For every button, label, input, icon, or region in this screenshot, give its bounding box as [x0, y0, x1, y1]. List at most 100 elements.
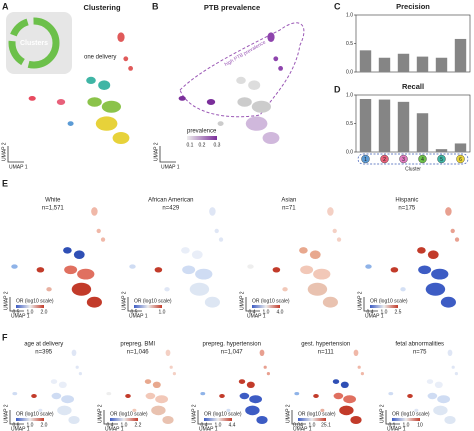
- umap-axes: [7, 146, 24, 163]
- legend-tick: 0.1: [187, 142, 194, 148]
- umap-y-label: UMAP 2: [191, 404, 197, 423]
- y-tick-label: 1.0: [346, 12, 353, 18]
- umap: [178, 32, 283, 144]
- panel-n: n=395: [35, 350, 53, 356]
- panel-title: White: [45, 198, 61, 204]
- y-tick-label: 0.0: [346, 149, 353, 155]
- donut: [8, 17, 60, 69]
- legend-tick: 0.4: [107, 422, 114, 428]
- umap-axes: [363, 297, 378, 312]
- category-marker: [437, 154, 446, 164]
- category-marker: [456, 154, 465, 164]
- legend-tick: 0.5: [13, 309, 20, 315]
- x-tick-label: 2: [383, 157, 386, 163]
- umap-axes: [245, 297, 260, 312]
- category-marker: [361, 154, 370, 164]
- panel-title: fetal abnormalities: [395, 342, 444, 348]
- bar: [359, 50, 372, 72]
- chart-title: Precision: [396, 2, 430, 11]
- legend-tick: 0.3: [214, 142, 221, 148]
- colorbar: [110, 418, 138, 421]
- umap-x-label: UMAP 1: [11, 313, 30, 319]
- y-tick-label: 1.0: [346, 92, 353, 98]
- umap-axes: [197, 410, 212, 425]
- colorbar: [16, 305, 44, 308]
- x-tick-label: 5: [440, 157, 443, 163]
- legend-tick: 4.4: [229, 422, 236, 428]
- category-marker: [418, 154, 427, 164]
- bar: [416, 113, 429, 152]
- panel-title: gest. hypertension: [301, 342, 350, 348]
- panel-n: n=111: [318, 350, 335, 356]
- panel-title: Hispanic: [395, 198, 418, 204]
- plot-frame: [355, 14, 471, 73]
- colorbar: [204, 418, 232, 421]
- legend-title: prevalence: [187, 129, 217, 135]
- x-tick-label: 3: [402, 157, 405, 163]
- panel-title: Clustering: [83, 3, 121, 12]
- x-tick-label: 4: [421, 157, 424, 163]
- colorbar: [392, 418, 420, 421]
- panel-label: A: [2, 1, 9, 11]
- umap-x-label: UMAP 1: [365, 313, 384, 319]
- panel-title: prepreg. hypertension: [203, 342, 261, 348]
- umap-y-label: UMAP 2: [1, 142, 7, 161]
- annotation: high PTB prevalence: [224, 39, 267, 68]
- legend-tick: 1.0: [215, 422, 222, 428]
- legend-tick: 0.4: [249, 309, 256, 315]
- legend-title: OR (log10 scale): [16, 411, 54, 417]
- umap-y-label: UMAP 2: [379, 404, 385, 423]
- y-tick-label: 0.5: [346, 121, 353, 127]
- panel-label: D: [334, 84, 341, 94]
- umap-axes: [291, 410, 306, 425]
- x-tick-label: 1: [364, 157, 367, 163]
- umap-axes: [159, 146, 176, 163]
- umap-x-label: UMAP 1: [161, 164, 180, 170]
- legend-tick: 1.0: [27, 309, 34, 315]
- bar: [378, 99, 391, 152]
- bar: [454, 38, 467, 72]
- legend-tick: 1.0: [121, 422, 128, 428]
- legend-tick: 0.2: [199, 142, 206, 148]
- bar: [435, 57, 448, 72]
- legend-title: OR (log10 scale): [204, 411, 242, 417]
- umap: [365, 207, 460, 308]
- umap-axes: [9, 410, 24, 425]
- donut-label: Clusters: [20, 40, 48, 47]
- chart-title: Recall: [402, 82, 424, 91]
- umap-axes: [127, 297, 142, 312]
- legend-tick: 10: [417, 422, 423, 428]
- legend-tick: 0.04: [293, 422, 303, 428]
- panel-title: PTB prevalence: [204, 3, 260, 12]
- panel-label: B: [152, 1, 159, 11]
- bar: [397, 101, 410, 152]
- umap-y-label: UMAP 2: [239, 291, 245, 310]
- legend-tick: 1.0: [263, 309, 270, 315]
- category-marker: [380, 154, 389, 164]
- panel-title: Asian: [281, 198, 296, 204]
- category-outline: [357, 153, 469, 165]
- umap: [11, 207, 106, 308]
- umap-x-label: UMAP 1: [11, 426, 30, 431]
- legend-title: OR (log10 scale): [370, 298, 408, 304]
- x-tick-label: 6: [459, 157, 462, 163]
- legend-tick: 25.1: [321, 422, 331, 428]
- panel-n: n=1,047: [221, 350, 244, 356]
- legend-tick: 2.0: [41, 422, 48, 428]
- category-marker: [399, 154, 408, 164]
- legend-tick: 1.0: [381, 309, 388, 315]
- umap: [247, 207, 342, 308]
- bar: [359, 98, 372, 152]
- colorbar: [298, 418, 326, 421]
- panel-title: African American: [148, 198, 193, 204]
- highlight-outline: [179, 22, 305, 118]
- panel-title: prepreg. BMI: [120, 342, 155, 348]
- umap-x-label: UMAP 1: [129, 313, 148, 319]
- umap-axes: [9, 297, 24, 312]
- umap-x-label: UMAP 1: [105, 426, 124, 431]
- legend-title: OR (log10 scale): [252, 298, 290, 304]
- plot-frame: [355, 94, 471, 153]
- panel-n: n=71: [282, 206, 296, 212]
- legend-tick: 0.6: [13, 422, 20, 428]
